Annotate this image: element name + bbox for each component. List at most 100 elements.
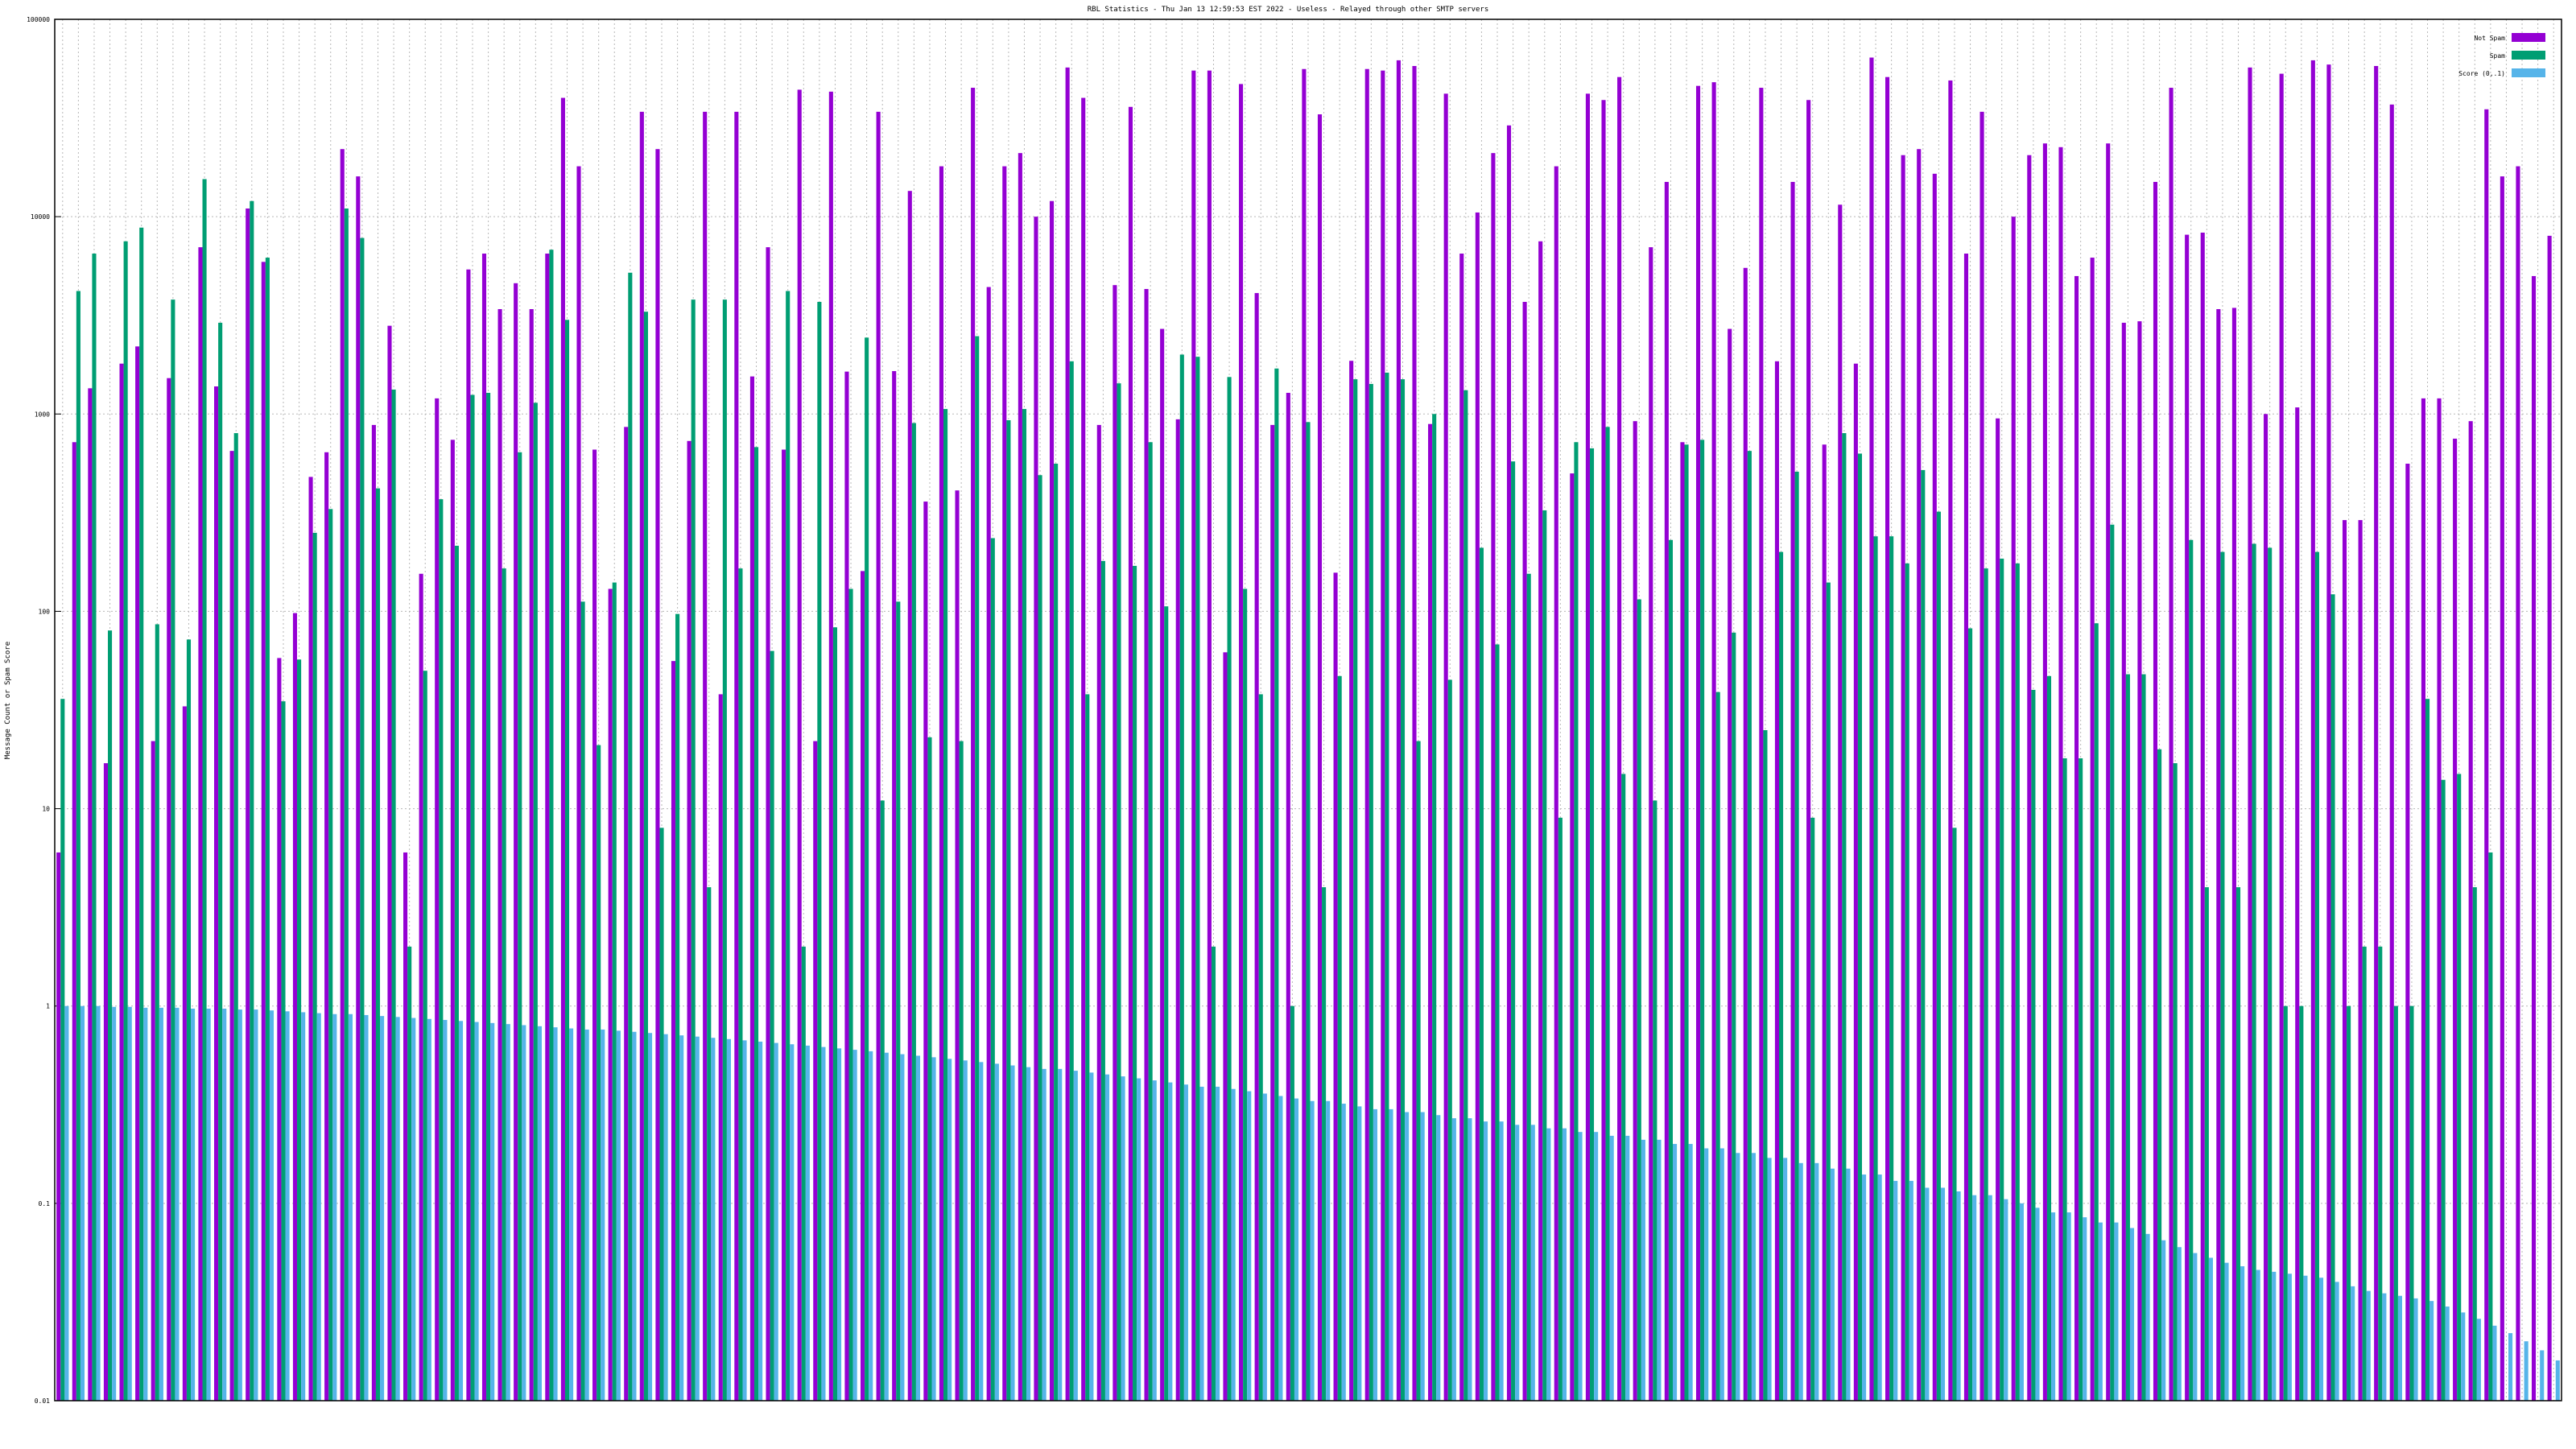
bar-score-0-1 [380,1016,385,1401]
bar-not-spam [624,427,629,1401]
bar-score-0-1 [869,1051,873,1401]
bar-spam [612,582,617,1401]
bar-not-spam [2185,234,2190,1401]
bar-score-0-1 [742,1040,747,1401]
bar-spam [801,946,806,1401]
bar-not-spam [1270,424,1275,1401]
bar-spam [76,291,80,1401]
bar-spam [1905,563,1909,1401]
bar-score-0-1 [1010,1065,1015,1401]
bar-not-spam [1207,70,1212,1402]
bar-not-spam [1317,114,1323,1402]
bar-not-spam [639,111,644,1401]
bar-score-0-1 [1152,1080,1157,1401]
bar-not-spam [687,440,691,1401]
bar-not-spam [2027,155,2032,1401]
bar-score-0-1 [1436,1115,1441,1401]
bar-spam [1653,800,1657,1401]
bar-score-0-1 [1925,1187,1930,1401]
bar-spam [2157,749,2162,1401]
bar-score-0-1 [1483,1121,1488,1401]
legend-swatch [2512,33,2545,42]
bar-spam [1621,774,1626,1401]
bar-not-spam [481,254,487,1401]
bar-not-spam [1113,285,1117,1402]
bar-spam [1968,628,1973,1401]
bar-score-0-1 [1420,1112,1425,1401]
bar-spam [391,389,396,1402]
bar-score-0-1 [884,1052,889,1401]
bar-spam [218,322,223,1402]
bar-score-0-1 [1956,1191,1961,1401]
bar-score-0-1 [1830,1168,1835,1401]
bar-not-spam [860,571,865,1401]
bar-spam [2472,887,2477,1401]
bar-spam [454,545,459,1402]
bar-not-spam [1649,247,1653,1401]
bar-not-spam [1065,67,1070,1401]
bar-not-spam [1869,57,1874,1402]
bar-score-0-1 [2004,1199,2008,1401]
bar-score-0-1 [143,1007,148,1401]
bar-not-spam [1901,155,1905,1401]
bar-spam [1117,383,1121,1402]
bar-not-spam [1239,84,1244,1402]
bar-spam [564,320,570,1401]
bar-score-0-1 [443,1020,448,1401]
bar-not-spam [2090,258,2095,1401]
plot-frame [54,19,2562,1402]
bar-not-spam [1617,76,1622,1401]
bar-spam [1400,379,1406,1402]
bar-spam [1668,539,1673,1401]
bar-not-spam [545,254,550,1401]
bar-score-0-1 [1357,1106,1362,1401]
bar-spam [1022,409,1027,1401]
bar-not-spam [2405,464,2410,1401]
bar-spam [1385,372,1389,1402]
bar-spam [2425,699,2430,1401]
bar-not-spam [1538,241,1543,1401]
bar-not-spam [876,111,881,1401]
bar-not-spam [1790,181,1795,1401]
bar-spam [1558,817,1563,1401]
bar-not-spam [1885,76,1890,1401]
bar-score-0-1 [647,1033,653,1401]
bar-spam [1195,357,1200,1401]
bar-not-spam [1034,217,1038,1402]
bar-score-0-1 [2145,1233,2150,1401]
bar-spam [1589,448,1595,1401]
bar-score-0-1 [2051,1212,2056,1401]
bar-score-0-1 [2492,1325,2497,1401]
bar-score-0-1 [1405,1112,1410,1401]
bar-not-spam [1428,423,1433,1401]
bar-score-0-1 [1451,1118,1456,1401]
bar-not-spam [1475,212,1480,1401]
bar-score-0-1 [1972,1195,1977,1401]
bar-spam [1322,887,1327,1401]
bar-spam [722,299,727,1402]
bar-score-0-1 [1137,1078,1141,1401]
bar-not-spam [324,452,329,1401]
bar-spam [1038,475,1042,1401]
bar-score-0-1 [1104,1074,1110,1401]
y-tick-labels: 0.01 0.1 1 10 100 1000 10000 100000 [27,16,50,1405]
bar-score-0-1 [159,1007,163,1401]
bar-spam [1495,644,1500,1401]
bar-not-spam [2468,421,2473,1401]
bar-score-0-1 [254,1009,258,1401]
bar-not-spam [2374,65,2379,1402]
bar-not-spam [2011,217,2016,1402]
bar-score-0-1 [2303,1275,2308,1401]
bar-score-0-1 [2224,1262,2229,1401]
bar-spam [880,800,885,1401]
bar-spam [786,291,791,1401]
bar-spam [328,509,333,1401]
bar-not-spam [1759,88,1764,1402]
bar-not-spam [749,376,754,1402]
bar-spam [2015,563,2020,1401]
bar-spam [597,745,601,1401]
bar-score-0-1 [979,1062,984,1401]
bar-spam [186,639,192,1401]
bar-spam [2409,1005,2414,1401]
bar-score-0-1 [1625,1135,1630,1401]
